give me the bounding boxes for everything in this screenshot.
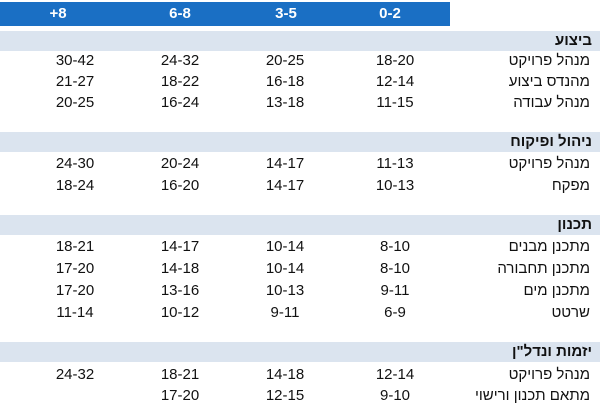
role-name: שרטט — [551, 304, 590, 321]
salary-range: 11-14 — [56, 304, 94, 321]
salary-range: 18-21 — [160, 366, 200, 383]
role-name: מתאם תכנון ורישוי — [474, 387, 590, 404]
role-name: מנהל עבודה — [513, 94, 590, 111]
section-title: תכנון — [557, 216, 592, 233]
section-header-bar — [0, 215, 600, 235]
salary-range: 14-17 — [160, 238, 200, 255]
salary-range: 9-10 — [379, 387, 411, 404]
salary-range: 10-14 — [265, 238, 305, 255]
table-row: מנהל פרויקט 24-30 20-24 14-17 11-13 — [0, 153, 600, 175]
table-row: מתכנן תחבורה 17-20 14-18 10-14 8-10 — [0, 258, 600, 280]
salary-range: 17-20 — [55, 260, 95, 277]
table-row: מנהל פרויקט 30-42 24-32 20-25 18-20 — [0, 50, 600, 72]
role-name: מנהל פרויקט — [508, 52, 590, 69]
salary-range: 8-10 — [379, 260, 411, 277]
salary-range: 6-9 — [384, 304, 406, 321]
salary-range: 14-17 — [265, 155, 305, 172]
salary-range: 30-42 — [55, 52, 95, 69]
column-header: 0-2 — [379, 5, 401, 22]
table-row: מנהל עבודה 20-25 16-24 13-18 11-15 — [0, 92, 600, 114]
salary-range: 20-24 — [160, 155, 200, 172]
role-name: מתכנן מים — [523, 282, 590, 299]
salary-range: 21-27 — [55, 73, 95, 90]
salary-range: 14-17 — [265, 177, 305, 194]
salary-range: 16-18 — [265, 73, 305, 90]
salary-range — [30, 385, 120, 407]
salary-range: 16-20 — [160, 177, 200, 194]
salary-range: 13-18 — [265, 94, 305, 111]
table-row: מתאם תכנון ורישוי 17-20 12-15 9-10 — [0, 385, 600, 407]
salary-range: 10-12 — [160, 304, 200, 321]
salary-range: 11-15 — [376, 94, 414, 111]
role-name: מנהל פרויקט — [508, 155, 590, 172]
salary-range: 16-24 — [160, 94, 200, 111]
column-header: 6-8 — [169, 5, 191, 22]
salary-range: 10-14 — [265, 260, 305, 277]
section-header-bar — [0, 132, 600, 152]
salary-range: 18-24 — [55, 177, 95, 194]
table-row: מנהל פרויקט 24-32 18-21 14-18 12-14 — [0, 364, 600, 386]
role-name: מתכנן מבנים — [508, 238, 590, 255]
salary-range: 11-13 — [376, 155, 414, 172]
table-row: מתכנן מבנים 18-21 14-17 10-14 8-10 — [0, 236, 600, 258]
table-row: מהנדס ביצוע 21-27 18-22 16-18 12-14 — [0, 71, 600, 93]
salary-range: 9-11 — [270, 304, 300, 321]
salary-range: 12-15 — [265, 387, 305, 404]
section-title: ניהול ופיקוח — [510, 133, 592, 150]
salary-range: 10-13 — [375, 177, 415, 194]
salary-range: 20-25 — [55, 94, 95, 111]
section-header-bar — [0, 31, 600, 51]
salary-range: 10-13 — [265, 282, 305, 299]
role-name: מתכנן תחבורה — [497, 260, 590, 277]
table-row: שרטט 11-14 10-12 9-11 6-9 — [0, 302, 600, 324]
salary-range: 9-11 — [380, 282, 410, 299]
salary-range: 17-20 — [55, 282, 95, 299]
column-header: 3-5 — [275, 5, 297, 22]
role-name: מפקח — [551, 177, 590, 194]
salary-range: 20-25 — [265, 52, 305, 69]
section-title: ביצוע — [554, 32, 592, 49]
role-name: מנהל פרויקט — [508, 366, 590, 383]
salary-range: 18-22 — [160, 73, 200, 90]
section-title: יזמות ונדל"ן — [512, 343, 592, 360]
section-header-bar — [0, 342, 600, 362]
salary-range: 12-14 — [375, 73, 415, 90]
role-name: מהנדס ביצוע — [508, 73, 590, 90]
salary-range: 14-18 — [265, 366, 305, 383]
table-row: מתכנן מים 17-20 13-16 10-13 9-11 — [0, 280, 600, 302]
salary-range: 24-32 — [160, 52, 200, 69]
salary-range: 18-20 — [375, 52, 415, 69]
salary-range: 24-32 — [55, 366, 95, 383]
salary-range: 24-30 — [55, 155, 95, 172]
column-header: +8 — [49, 5, 67, 22]
table-row: מפקח 18-24 16-20 14-17 10-13 — [0, 175, 600, 197]
salary-range: 8-10 — [379, 238, 411, 255]
salary-range: 18-21 — [55, 238, 95, 255]
salary-range: 17-20 — [160, 387, 200, 404]
salary-range: 12-14 — [375, 366, 415, 383]
salary-range: 13-16 — [160, 282, 200, 299]
table-header-row: +8 6-8 3-5 0-2 — [0, 2, 450, 26]
salary-range: 14-18 — [160, 260, 200, 277]
